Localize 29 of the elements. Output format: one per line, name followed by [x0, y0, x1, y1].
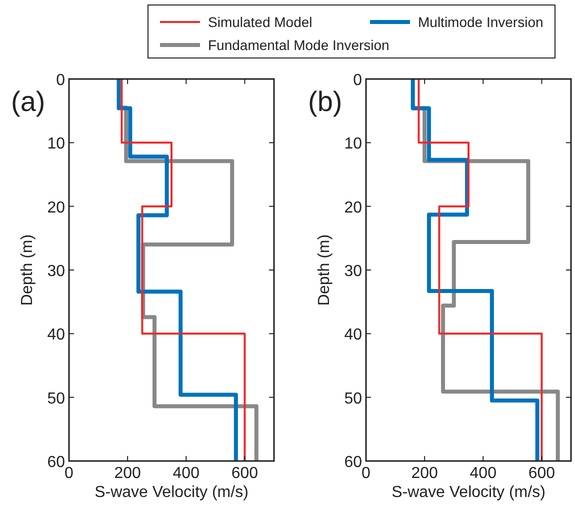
- legend-label: Multimode Inversion: [418, 14, 544, 30]
- x-axis-title: S-wave Velocity (m/s): [392, 484, 546, 501]
- y-tick-label: 60: [344, 454, 362, 471]
- x-tick-label: 400: [172, 465, 200, 482]
- y-tick-label: 50: [47, 390, 66, 408]
- y-tick-label: 10: [47, 136, 66, 153]
- x-tick-label: 200: [411, 465, 438, 482]
- y-tick-label: 0: [353, 72, 362, 89]
- y-tick-label: 50: [344, 390, 362, 408]
- y-tick-label: 20: [344, 199, 362, 216]
- y-tick-label: 60: [47, 454, 66, 471]
- chart-title: (a): [11, 86, 46, 117]
- x-tick-label: 600: [528, 465, 556, 482]
- x-tick-label: 400: [470, 465, 497, 482]
- y-tick-label: 40: [47, 326, 66, 344]
- y-tick-label: 10: [344, 136, 362, 153]
- y-tick-label: 40: [344, 326, 362, 344]
- y-tick-label: 0: [56, 72, 66, 89]
- y-axis-title: Depth (m): [19, 234, 36, 306]
- x-tick-label: 200: [114, 465, 142, 482]
- x-tick-label: 600: [231, 465, 258, 482]
- y-tick-label: 30: [47, 263, 66, 280]
- legend-label: Fundamental Mode Inversion: [208, 37, 390, 53]
- legend-label: Simulated Model: [208, 14, 312, 30]
- chart-title: (b): [308, 86, 342, 117]
- y-axis-title: Depth (m): [316, 234, 333, 306]
- y-tick-label: 30: [344, 263, 362, 280]
- y-tick-label: 20: [47, 199, 66, 216]
- x-axis-title: S-wave Velocity (m/s): [94, 484, 248, 501]
